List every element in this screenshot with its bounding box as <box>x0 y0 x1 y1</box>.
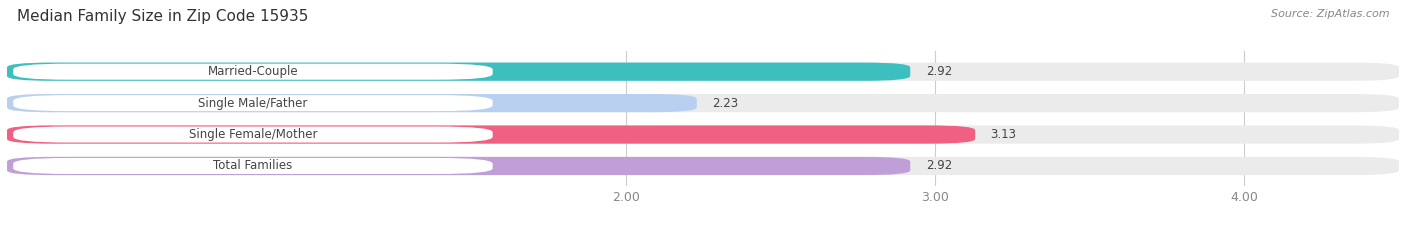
Text: Median Family Size in Zip Code 15935: Median Family Size in Zip Code 15935 <box>17 9 308 24</box>
FancyBboxPatch shape <box>7 63 1399 81</box>
FancyBboxPatch shape <box>7 94 697 112</box>
FancyBboxPatch shape <box>7 94 1399 112</box>
Text: Single Male/Father: Single Male/Father <box>198 97 308 110</box>
Text: Single Female/Mother: Single Female/Mother <box>188 128 318 141</box>
FancyBboxPatch shape <box>7 63 910 81</box>
Text: Married-Couple: Married-Couple <box>208 65 298 78</box>
FancyBboxPatch shape <box>13 158 492 174</box>
FancyBboxPatch shape <box>7 157 1399 175</box>
FancyBboxPatch shape <box>13 95 492 111</box>
Text: Total Families: Total Families <box>214 159 292 172</box>
FancyBboxPatch shape <box>13 127 492 143</box>
FancyBboxPatch shape <box>7 125 1399 144</box>
FancyBboxPatch shape <box>7 125 976 144</box>
FancyBboxPatch shape <box>13 64 492 80</box>
Text: 3.13: 3.13 <box>991 128 1017 141</box>
Text: 2.92: 2.92 <box>925 159 952 172</box>
Text: 2.92: 2.92 <box>925 65 952 78</box>
FancyBboxPatch shape <box>7 157 910 175</box>
Text: Source: ZipAtlas.com: Source: ZipAtlas.com <box>1271 9 1389 19</box>
Text: 2.23: 2.23 <box>713 97 738 110</box>
